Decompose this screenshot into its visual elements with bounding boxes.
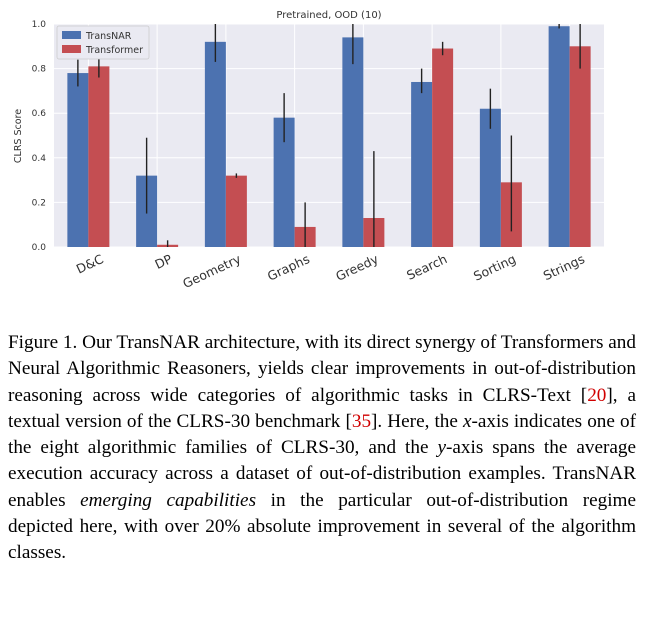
y-axis-label: CLRS Score: [13, 109, 24, 163]
chart-title: Pretrained, OOD (10): [276, 10, 381, 21]
legend-swatch-transformer: [62, 45, 81, 53]
error-bars: [77, 24, 581, 247]
bars: [67, 26, 591, 248]
citation-link-35[interactable]: 35: [351, 410, 372, 432]
bar-transformer-geometry: [225, 175, 247, 247]
figure-caption: Figure 1. Our TransNAR architecture, wit…: [8, 330, 636, 567]
x-tick-label: Geometry: [180, 251, 243, 291]
bar-transformer-search: [432, 48, 454, 247]
x-variable: x: [463, 410, 472, 432]
bar-transnar-strings: [548, 26, 570, 248]
chart-figure: 0.0 0.2 0.4 0.6 0.8 1.0 D&C DP Geometry Graphs Gr…: [13, 10, 604, 291]
legend-label-transnar: TransNAR: [85, 31, 132, 42]
y-tick-label: 0.0: [32, 243, 47, 253]
bar-chart: 0.0 0.2 0.4 0.6 0.8 1.0 D&C DP Geometry Graphs Gr…: [13, 10, 604, 291]
x-tick-label: Search: [404, 251, 449, 283]
x-tick-label: D&C: [74, 251, 106, 277]
bar-transformer-dc: [88, 66, 110, 248]
y-tick-label: 1.0: [32, 20, 47, 30]
legend: TransNAR Transformer: [56, 25, 150, 60]
bar-transformer-strings: [569, 46, 591, 247]
bar-transnar-dc: [67, 73, 89, 247]
y-tick-label: 0.4: [32, 154, 47, 164]
bar-transnar-sorting: [479, 108, 501, 248]
legend-label-transformer: Transformer: [85, 45, 143, 56]
y-tick-labels: 0.0 0.2 0.4 0.6 0.8 1.0: [32, 20, 47, 253]
caption-prefix: Figure 1. Our TransNAR architecture, wit…: [8, 332, 636, 406]
x-tick-label: Graphs: [265, 251, 312, 284]
x-tick-label: Strings: [541, 251, 587, 283]
bar-transnar-greedy: [342, 37, 364, 247]
bar-transnar-graphs: [273, 117, 295, 247]
y-tick-label: 0.8: [32, 65, 47, 75]
legend-swatch-transnar: [62, 31, 81, 39]
x-tick-label: Sorting: [471, 251, 518, 284]
caption-text-4: -axis spans the average execution accura…: [8, 437, 636, 511]
y-tick-label: 0.2: [32, 198, 46, 208]
bar-transnar-geometry: [204, 41, 226, 248]
caption-suffix: in the particular out-of-distribution re…: [8, 489, 636, 564]
caption-text-2: ]. Here, the: [371, 410, 463, 432]
citation-link-20[interactable]: 20: [587, 384, 607, 406]
bar-transnar-search: [411, 81, 433, 247]
x-tick-label: DP: [152, 251, 174, 272]
caption-text-1: ], a textual version of the CLRS-30 benc…: [8, 384, 637, 432]
y-variable: y: [437, 437, 446, 459]
y-tick-label: 0.6: [32, 109, 47, 119]
x-tick-labels: D&C DP Geometry Graphs Greedy Search Sorting St…: [74, 251, 587, 291]
caption-text-3: -axis indicates one of the eight algorit…: [8, 410, 636, 459]
caption-emphasis: emerging capabilities: [80, 489, 257, 511]
x-tick-label: Greedy: [333, 251, 381, 284]
